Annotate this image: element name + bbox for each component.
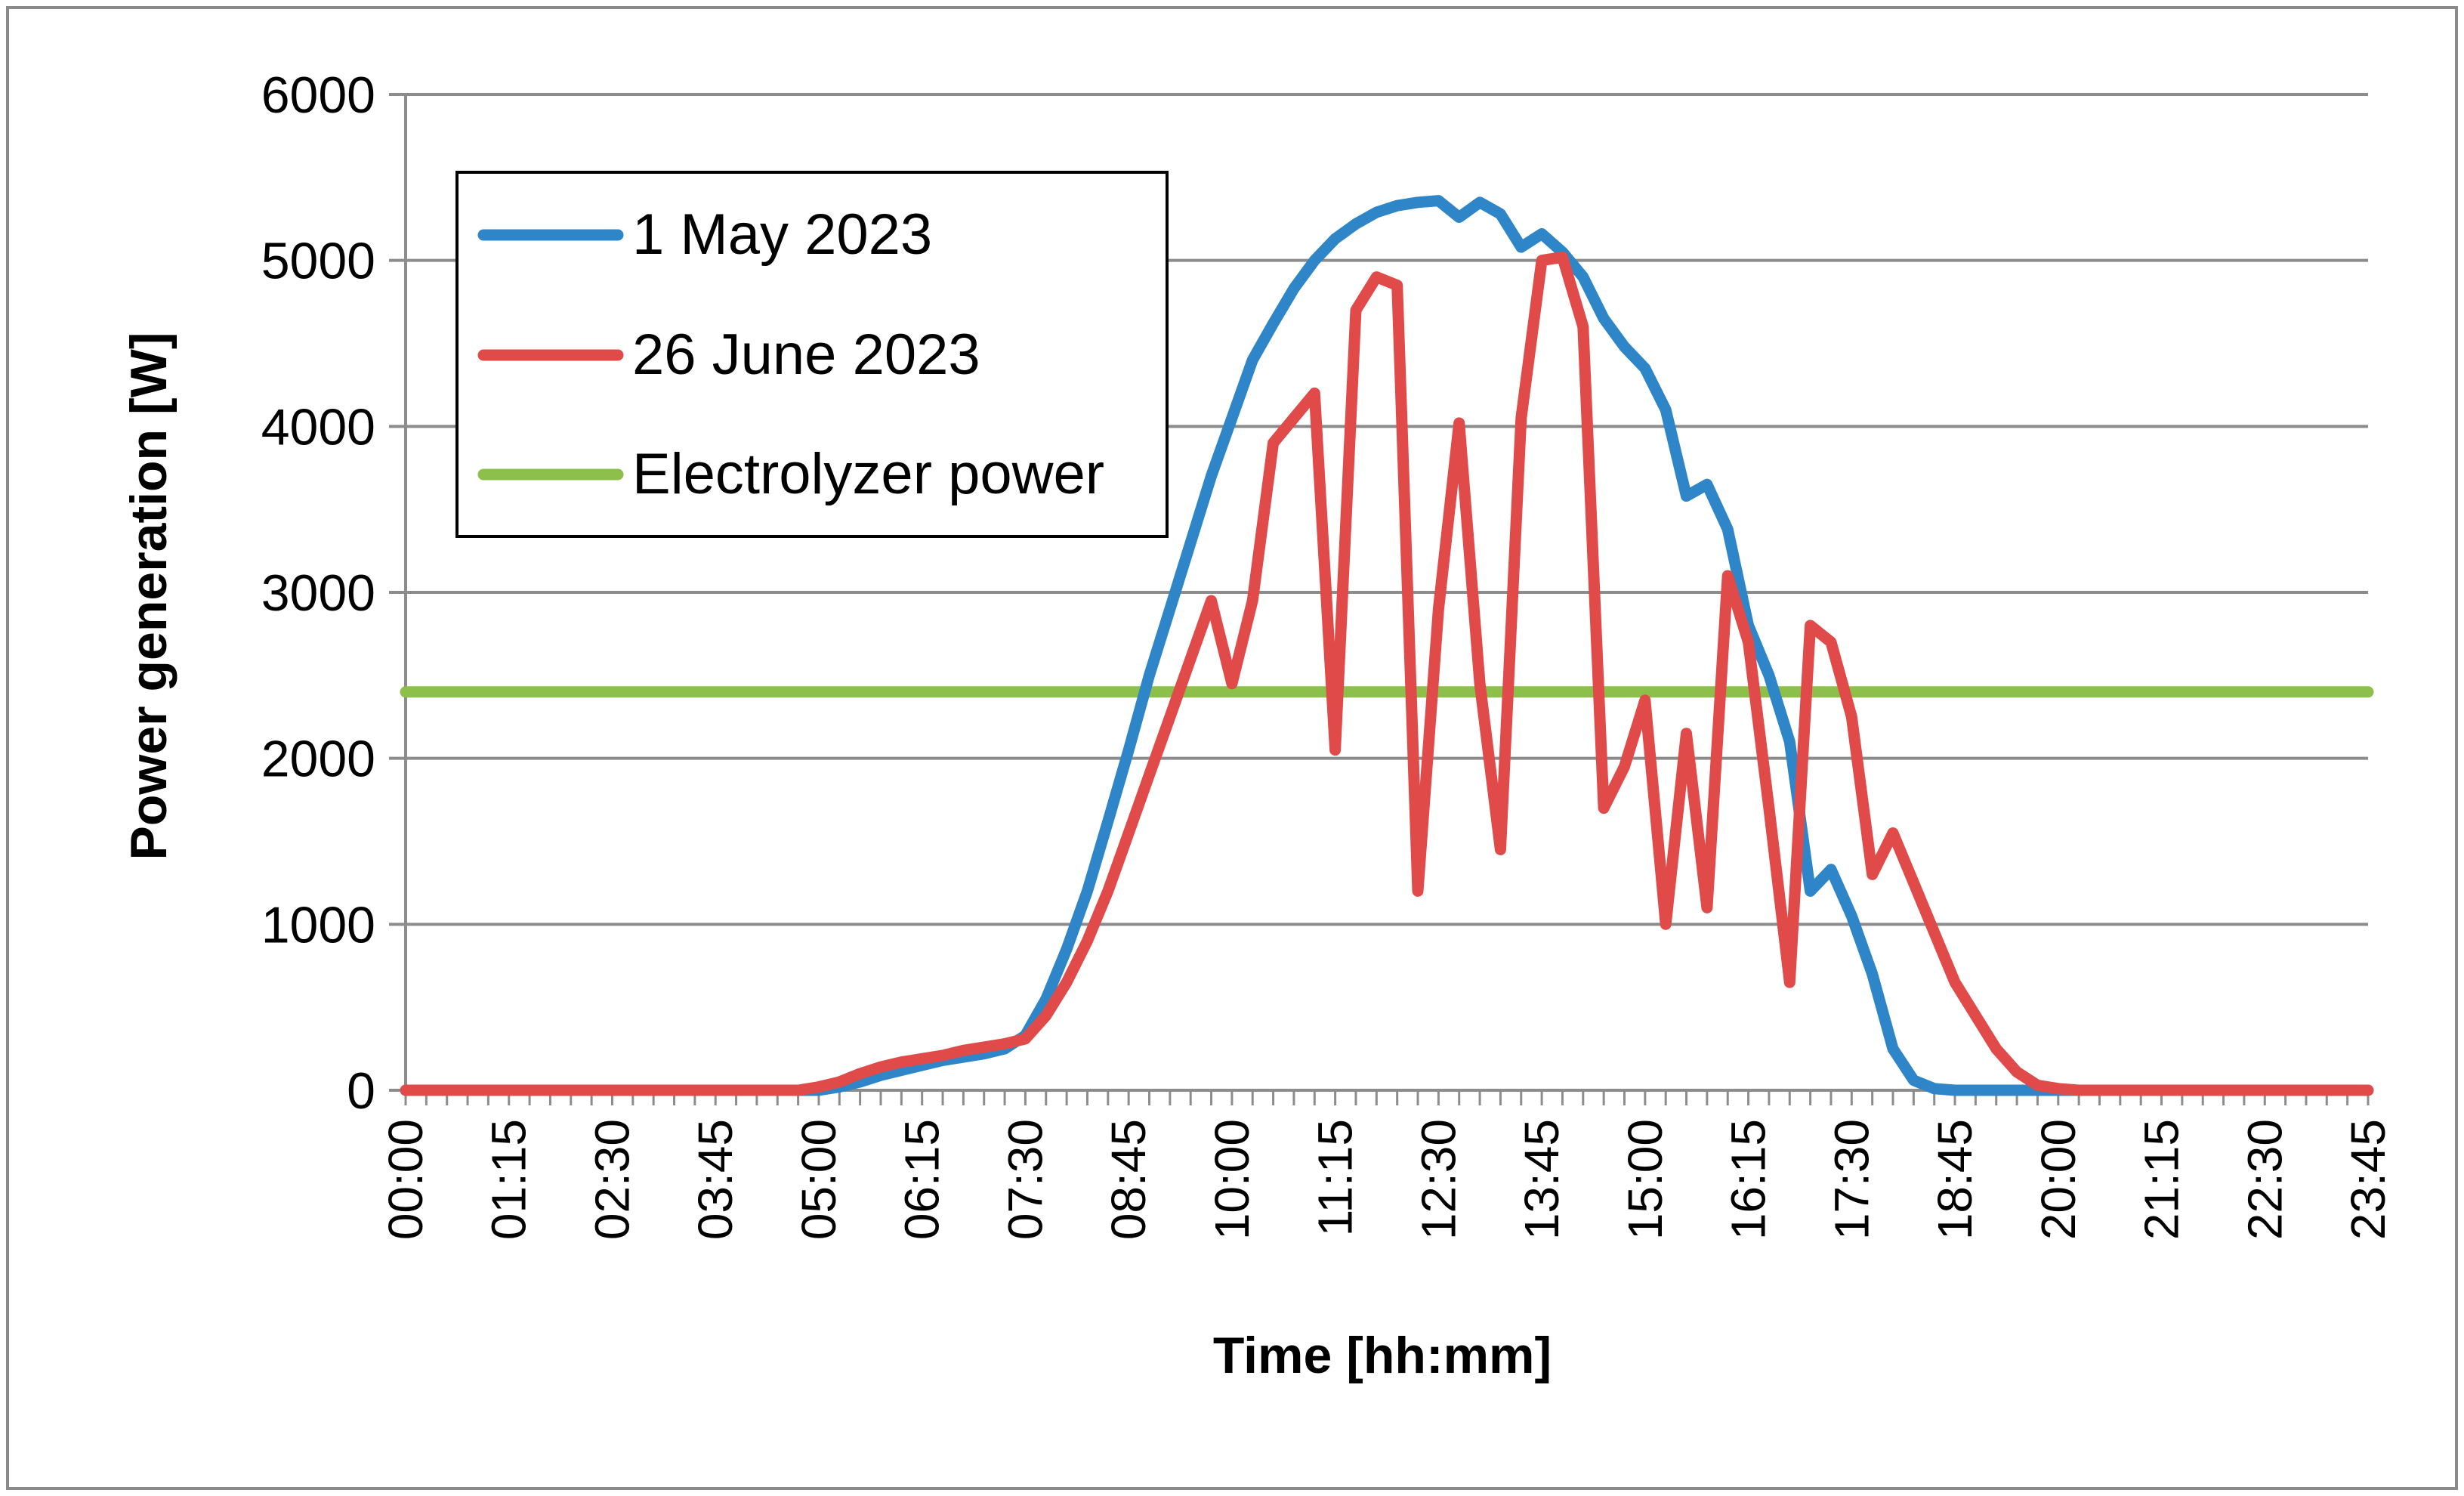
x-tick-label: 07:30 [998,1119,1052,1240]
x-tick-label: 15:00 [1618,1119,1672,1240]
x-tick-label: 02:30 [585,1119,639,1240]
y-tick-labels: 0 1000 2000 3000 4000 5000 6000 [261,66,375,1120]
y-tick-label: 6000 [261,66,375,124]
x-axis-title: Time [hh:mm] [1213,1327,1552,1384]
x-tick-label: 20:00 [2031,1119,2086,1240]
x-tick-label: 13:45 [1515,1119,1569,1240]
y-axis-title: Power generation [W] [120,332,178,861]
chart-border [6,6,2458,1490]
legend: 1 May 2023 26 June 2023 Electrolyzer pow… [455,171,1169,538]
x-tick-label: 18:45 [1928,1119,1982,1240]
y-tick-label: 0 [347,1062,375,1120]
x-tick-label: 01:15 [482,1119,536,1240]
y-tick-label: 5000 [261,233,375,290]
x-tick-label: 23:45 [2341,1119,2395,1240]
x-tick-label: 06:15 [895,1119,949,1240]
legend-label-electrolyzer: Electrolyzer power [632,442,1104,506]
legend-label-june: 26 June 2023 [632,323,980,387]
x-tick-label: 21:15 [2135,1119,2189,1240]
x-tick-label: 11:15 [1308,1119,1363,1236]
line-series-june [400,251,2374,1096]
y-tick-label: 1000 [261,896,375,954]
line-series-may [400,195,2374,1096]
series-lines [400,195,2374,1096]
x-tick-label: 00:00 [378,1119,433,1240]
y-tick-label: 4000 [261,398,375,456]
x-tick-label: 08:45 [1101,1119,1156,1240]
x-tick-label: 22:30 [2237,1119,2292,1240]
x-tick-label: 12:30 [1411,1119,1465,1240]
legend-label-may: 1 May 2023 [632,202,932,267]
x-tick-label: 03:45 [688,1119,743,1240]
x-tick-label: 10:00 [1205,1119,1259,1240]
x-tick-label: 17:30 [1824,1119,1879,1240]
x-tick-label: 05:00 [792,1119,846,1240]
x-tick-label: 16:15 [1721,1119,1776,1240]
y-tick-label: 3000 [261,564,375,622]
y-tick-label: 2000 [261,731,375,788]
x-tick-labels: 00:00 01:15 02:30 03:45 05:00 06:15 07:30 08:45… [378,1119,2395,1240]
